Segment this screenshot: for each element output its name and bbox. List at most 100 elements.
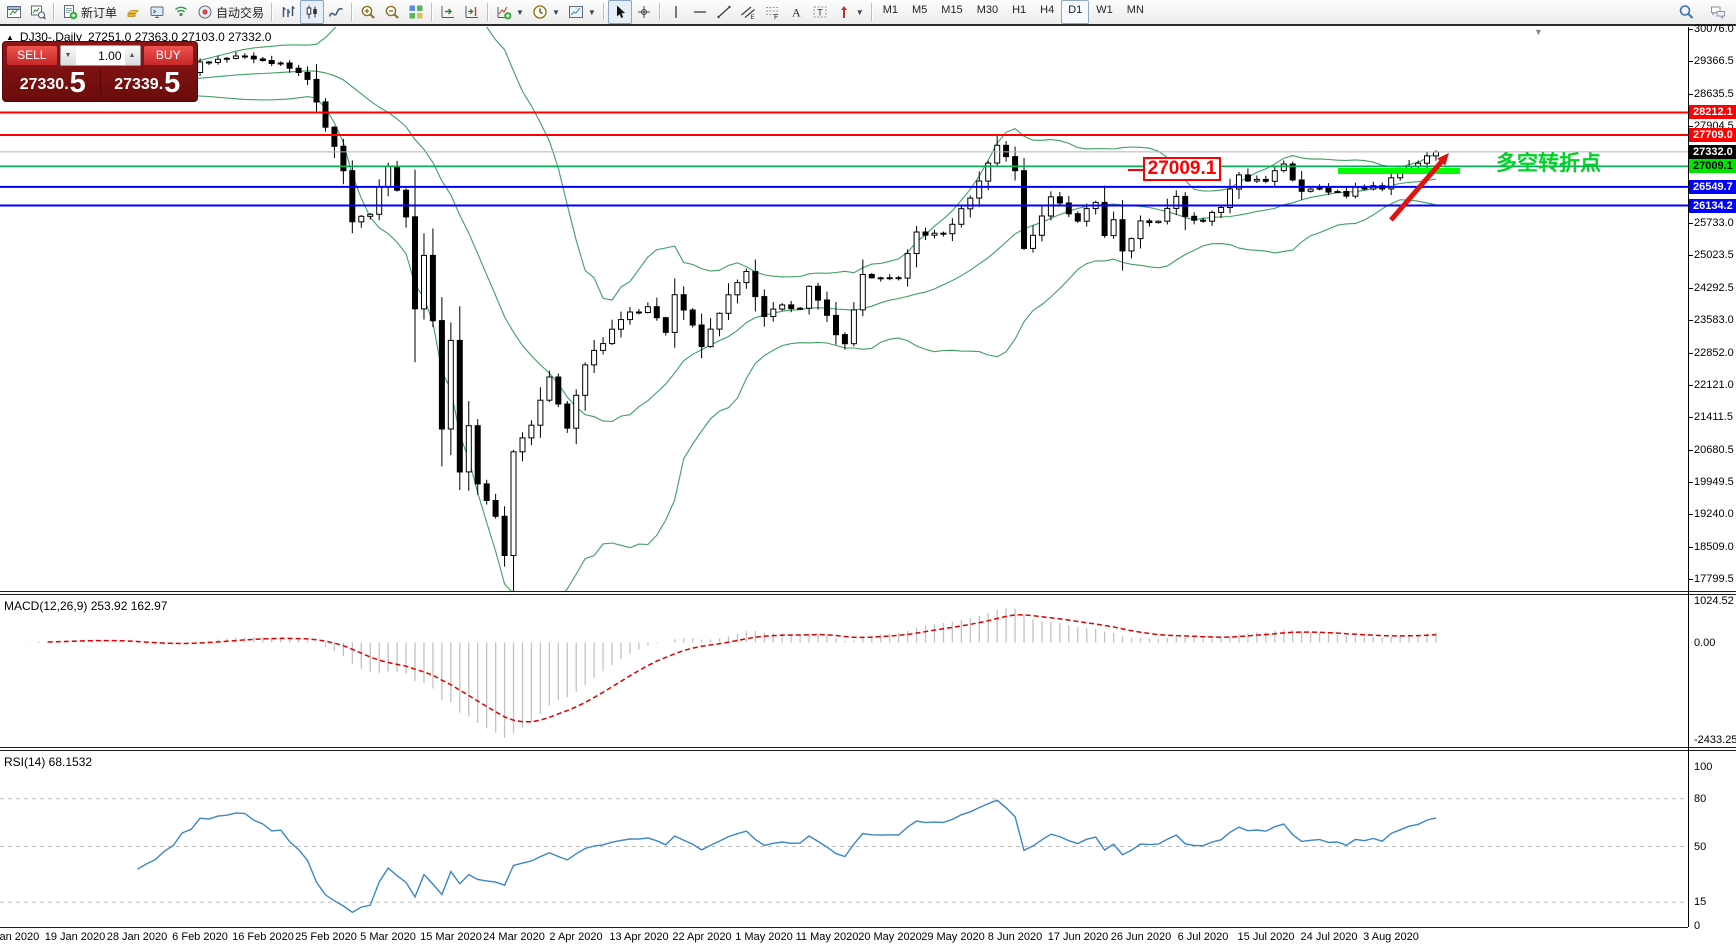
price-tick-mark <box>1689 417 1693 418</box>
timeframe-D1-button[interactable]: D1 <box>1061 0 1090 24</box>
toolbar-new-order-button[interactable]: 新订单 <box>58 0 121 24</box>
toolbar-cursor-button[interactable] <box>607 0 632 24</box>
toolbar-separator <box>53 3 55 21</box>
price-axis-border <box>1688 27 1689 927</box>
toolbar-equidistant-channel-button[interactable]: E <box>736 0 760 24</box>
price-tick-mark <box>1689 61 1693 62</box>
price-level-badge: 27709.0 <box>1689 128 1736 142</box>
toolbar-auto-trading-button[interactable]: 自动交易 <box>193 0 268 24</box>
hline-icon <box>693 11 706 13</box>
toolbar-text-tool-button[interactable]: A <box>784 0 808 24</box>
toolbar-trendline-button[interactable] <box>712 0 736 24</box>
price-tick-label: 23583.0 <box>1694 314 1734 326</box>
price-level-badge: 27009.1 <box>1689 159 1736 173</box>
toolbar-horizontal-line-button[interactable] <box>688 0 712 24</box>
toolbar-line-chart-button[interactable] <box>324 0 348 24</box>
toolbar-candlestick-chart-button[interactable] <box>300 0 325 24</box>
trendline-icon <box>717 5 731 19</box>
timeframe-M15-button[interactable]: M15 <box>941 4 963 16</box>
toolbar-crosshair-button[interactable] <box>632 0 656 24</box>
buy-price: 27339. 5 <box>114 67 181 99</box>
toolbar-bar-chart-button[interactable] <box>276 0 300 24</box>
price-tick-mark <box>1689 255 1693 256</box>
rsi-tick-label: 50 <box>1694 841 1707 853</box>
price-tick-label: 18509.0 <box>1694 541 1734 553</box>
macd-indicator-pane[interactable] <box>0 597 1688 747</box>
price-tick-mark <box>1689 450 1693 451</box>
price-tick-mark <box>1689 385 1693 386</box>
chart-preview-icon <box>31 5 46 20</box>
price-axis[interactable]: 30076.029366.528635.527904.527174.026464… <box>1689 23 1736 591</box>
timeframe-M1-button[interactable]: M1 <box>882 4 898 16</box>
svg-text:E: E <box>750 15 754 20</box>
timeframe-MN-button[interactable]: MN <box>1126 4 1144 16</box>
bars-icon <box>282 6 295 17</box>
toolbar-zoom-out-button[interactable] <box>380 0 404 24</box>
collapse-triangle-icon[interactable]: ▲ <box>6 32 14 42</box>
macd-tick-label: -2433.25 <box>1694 734 1736 746</box>
volume-decrease-button[interactable]: ▼ <box>60 46 76 65</box>
price-tick-mark <box>1689 514 1693 515</box>
price-tick-label: 19949.5 <box>1694 476 1734 488</box>
rsi-axis[interactable]: 100 80 50 15 0 <box>1689 753 1736 932</box>
timeframe-H4-button[interactable]: H4 <box>1040 4 1055 16</box>
candles-icon <box>306 5 317 19</box>
pane-divider[interactable] <box>0 591 1736 595</box>
arrows-icon <box>840 6 847 18</box>
toolbar-vertical-line-button[interactable] <box>664 0 688 24</box>
chart-symbol-period: DJ30-,Daily <box>19 30 82 44</box>
toolbar-chart-shift-button[interactable] <box>460 0 484 24</box>
timeframe-M5-button[interactable]: M5 <box>912 4 928 16</box>
price-level-badge: 28212.1 <box>1689 105 1736 119</box>
channel-icon: E <box>740 6 755 20</box>
toolbar-text-label-button[interactable]: T <box>808 0 832 24</box>
rsi-indicator-pane[interactable] <box>0 753 1688 927</box>
toolbar-market-button[interactable] <box>121 0 145 24</box>
timeframe-M30-button[interactable]: M30 <box>976 4 999 16</box>
macd-axis[interactable]: 1024.52 0.00 -2433.25 <box>1689 595 1736 747</box>
toolbar-signals-button[interactable] <box>169 0 193 24</box>
volume-input[interactable] <box>75 46 125 65</box>
toolbar-templates-button[interactable]: ▼ <box>564 0 600 24</box>
date-tick-label: 24 Mar 2020 <box>483 931 545 943</box>
toolbar-auto-scroll-button[interactable] <box>436 0 460 24</box>
zoomout-icon <box>385 5 399 19</box>
sell-price: 27330. 5 <box>19 67 86 99</box>
crosshair-icon <box>637 6 650 18</box>
timeframe-W1-button[interactable]: W1 <box>1096 4 1113 16</box>
toolbar-charts-window-button[interactable] <box>2 0 26 24</box>
volume-increase-button[interactable]: ▲ <box>124 46 140 65</box>
toolbar-search-button[interactable] <box>1674 0 1698 24</box>
toolbar-periods-button[interactable]: ▼ <box>528 0 564 24</box>
date-tick-label: 8 Jun 2020 <box>987 931 1043 943</box>
toolbar-indicators-button[interactable]: ▼ <box>492 0 528 24</box>
main-price-chart[interactable] <box>0 27 1688 591</box>
toolbar-tile-windows-button[interactable] <box>404 0 428 24</box>
pane-divider[interactable] <box>0 747 1736 751</box>
chartshift-icon <box>465 6 479 18</box>
date-tick-label: 20 May 2020 <box>858 931 922 943</box>
timeframe-H1-button[interactable]: H1 <box>1012 4 1027 16</box>
price-tick-label: 22121.0 <box>1694 379 1734 391</box>
dropdown-caret-icon: ▼ <box>587 7 596 17</box>
toolbar-chat-button[interactable] <box>1706 0 1730 24</box>
cursor-icon <box>616 5 625 18</box>
price-tick-label: 25733.0 <box>1694 217 1734 229</box>
date-tick-label: 6 Jul 2020 <box>1177 931 1229 943</box>
toolbar-zoom-in-button[interactable] <box>356 0 380 24</box>
toolbar-arrows-button[interactable]: ▼ <box>832 0 868 24</box>
toolbar-codebase-button[interactable] <box>145 0 169 24</box>
dropdown-caret-icon: ▼ <box>551 7 560 17</box>
toolbar-chart-preview-button[interactable] <box>26 0 50 24</box>
price-tick-mark <box>1689 126 1693 127</box>
buy-button[interactable]: BUY <box>142 45 194 66</box>
date-tick-label: 16 Feb 2020 <box>232 931 294 943</box>
sell-button[interactable]: SELL <box>6 45 58 66</box>
price-tick-mark <box>1689 353 1693 354</box>
price-tick-mark <box>1689 288 1693 289</box>
chart-shift-marker-icon[interactable]: ▼ <box>1534 27 1543 37</box>
toolbar: 新订单 自动交易 ▼ ▼ ▼ E F A T ▼ M1 M5 M15 M30 H1 H4 D1 W1 MN <box>0 0 1736 26</box>
toolbar-fibonacci-button[interactable]: F <box>760 0 784 24</box>
linechart-icon <box>328 7 344 17</box>
